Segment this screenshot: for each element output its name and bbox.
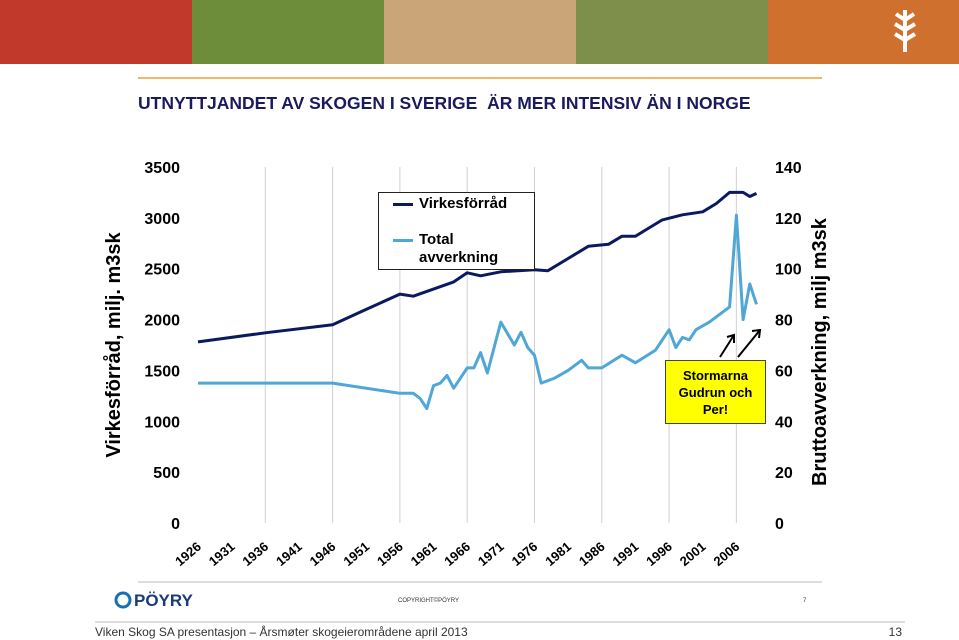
y-axis-title: Virkesförråd, milj. m3sk (102, 231, 125, 457)
copyright: COPYRIGHT©PÖYRY (398, 597, 459, 604)
x-tick-label: 1936 (239, 539, 271, 569)
banner-photo (768, 0, 959, 64)
slide-title: UTNYTTJANDET AV SKOGEN I SVERIGE ÄR MER … (138, 93, 751, 113)
y2-tick-label: 140 (775, 160, 802, 177)
x-tick-label: 1981 (542, 539, 574, 569)
legend-swatch (393, 239, 413, 242)
x-tick-label: 1946 (307, 539, 339, 569)
x-tick-label: 2001 (677, 539, 709, 569)
y2-tick-label: 40 (775, 414, 793, 431)
y2-tick-label: 100 (775, 262, 802, 279)
x-tick-label: 1991 (610, 539, 642, 569)
y-tick-label: 1000 (144, 414, 180, 431)
annotation-arrow (719, 333, 735, 358)
legend: Virkesförråd Total avverkning (378, 192, 535, 270)
y-tick-label: 3500 (144, 160, 180, 177)
y-tick-label: 0 (171, 516, 180, 533)
series-line (197, 190, 758, 344)
y2-tick-label: 120 (775, 211, 802, 228)
x-tick-label: 1926 (172, 539, 204, 569)
legend-label: Virkesförråd (419, 195, 508, 212)
logo-mark (114, 591, 132, 609)
y-tick-label: 2500 (144, 262, 180, 279)
legend-swatch (393, 203, 413, 206)
y2-tick-label: 0 (775, 516, 784, 533)
x-tick-label: 1971 (475, 539, 507, 569)
footer-text: Viken Skog SA presentasjon – Årsmøter sk… (95, 624, 468, 639)
y-tick-label: 1500 (144, 363, 180, 380)
x-tick-label: 1986 (576, 539, 608, 569)
y2-axis-title: Bruttoavverkning, milj m3sk (809, 217, 831, 486)
x-tick-label: 1976 (509, 539, 541, 569)
x-tick-label: 1966 (441, 539, 473, 569)
banner-photo (384, 0, 576, 64)
x-tick-label: 2006 (710, 539, 742, 569)
annotation-arrow (737, 328, 762, 358)
x-tick-label: 1956 (374, 539, 406, 569)
banner-photo (192, 0, 384, 64)
series-line (198, 213, 758, 411)
y-tick-label: 500 (153, 465, 180, 482)
x-tick-label: 1996 (643, 539, 675, 569)
legend-label: Total avverkning (419, 231, 499, 266)
x-tick-label: 1931 (206, 539, 238, 569)
annotation: Stormarna Gudrun och Per! (665, 360, 766, 424)
x-tick-label: 1941 (273, 539, 305, 569)
page-number: 13 (889, 625, 903, 639)
legend-item: Total avverkning (393, 231, 514, 267)
inner-page-number: 7 (803, 598, 807, 604)
y2-tick-label: 60 (775, 363, 793, 380)
y-tick-label: 3000 (144, 211, 180, 228)
legend-item: Virkesförråd (393, 195, 514, 213)
banner-photo (576, 0, 768, 64)
y2-tick-label: 20 (775, 465, 793, 482)
y-tick-label: 2000 (144, 313, 180, 330)
logo: PÖYRY (134, 591, 194, 610)
y2-tick-label: 80 (775, 313, 793, 330)
banner-photo (0, 0, 192, 64)
x-tick-label: 1951 (340, 539, 372, 569)
logo-icon (893, 10, 917, 52)
x-tick-label: 1961 (408, 539, 440, 569)
